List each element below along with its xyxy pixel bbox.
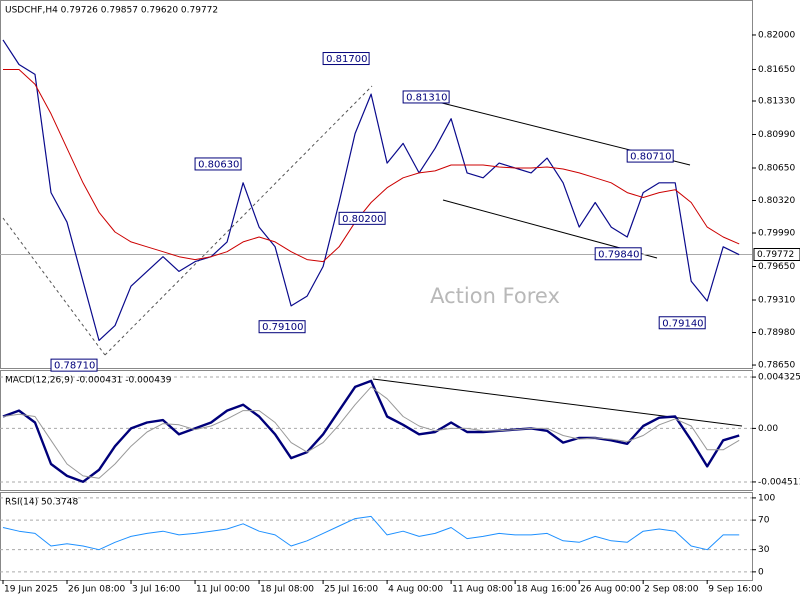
x-tick-label: 25 Jul 16:00	[324, 585, 378, 595]
series-line	[2, 515, 740, 551]
x-tick-label: 2 Sep 08:00	[644, 585, 699, 595]
x-tick-label: 9 Sep 16:00	[708, 585, 763, 595]
series-line	[2, 39, 740, 341]
price-annotation-box	[338, 211, 386, 225]
price-annotation: 0.79100	[262, 322, 303, 333]
price-annotation: 0.81310	[406, 92, 447, 103]
price-annotation-box	[194, 157, 242, 171]
price-annotation: 0.80630	[198, 159, 239, 170]
y-tick-label: 0.82000	[758, 30, 795, 40]
price-annotation: 0.80200	[342, 214, 383, 225]
series-line	[2, 379, 740, 483]
y-tick-label: 0	[758, 567, 764, 577]
rsi-panel	[0, 492, 753, 581]
y-tick-label: 0.00	[758, 424, 778, 434]
price-annotation: 0.79840	[598, 249, 639, 260]
x-tick-label: 11 Jul 00:00	[196, 585, 250, 595]
watermark: Action Forex	[430, 284, 560, 308]
price-annotation-box	[658, 316, 706, 330]
panel-title: RSI(14) 50.3748	[5, 498, 78, 508]
y-tick-label: 0.80320	[758, 196, 795, 206]
y-tick-label: 30	[758, 545, 770, 555]
series-line	[3, 69, 740, 263]
y-tick-label: 0.81330	[758, 96, 795, 106]
y-tick-label: 100	[758, 493, 775, 503]
price-annotation-box	[594, 247, 642, 261]
panel-title: MACD(12,26,9) -0.000431 -0.000439	[5, 376, 172, 386]
price-annotation: 0.78710	[54, 361, 95, 372]
y-tick-label: 0.78980	[758, 328, 795, 338]
x-tick-label: 26 Jun 08:00	[68, 585, 125, 595]
panel-title: USDCHF,H4 0.79726 0.79857 0.79620 0.7977…	[5, 6, 218, 16]
price-annotation-box	[322, 52, 370, 66]
y-tick-label: 0.79990	[758, 229, 795, 239]
price-annotation: 0.79140	[662, 318, 703, 329]
x-tick-label: 4 Aug 00:00	[388, 585, 443, 595]
trend-line	[2, 217, 106, 356]
y-tick-label: 0.78650	[758, 361, 795, 371]
y-tick-label: 0.004325	[758, 373, 800, 383]
x-tick-label: 18 Aug 16:00	[516, 585, 577, 595]
series-line	[2, 386, 740, 479]
y-tick-label: 0.81650	[758, 65, 795, 75]
y-tick-label: 0.79650	[758, 262, 795, 272]
y-tick-label: 0.80650	[758, 163, 795, 173]
last-price-box	[753, 247, 800, 261]
price-panel	[0, 0, 753, 369]
price-annotation-box	[402, 90, 450, 104]
last-price-label: 0.79772	[757, 250, 794, 260]
y-tick-label: 0.80990	[758, 130, 795, 140]
x-tick-label: 18 Jul 08:00	[260, 585, 314, 595]
price-annotation-box	[258, 320, 306, 334]
price-annotation-box	[50, 358, 98, 372]
divergence-line	[372, 378, 743, 427]
x-tick-label: 3 Jul 16:00	[132, 585, 181, 595]
x-tick-label: 26 Aug 00:00	[580, 585, 641, 595]
price-annotation: 0.80710	[630, 152, 671, 163]
x-tick-label: 11 Aug 08:00	[452, 585, 513, 595]
y-tick-label: 0.79310	[758, 296, 795, 306]
x-tick-label: 19 Jun 2025	[4, 585, 58, 595]
price-annotation-box	[626, 149, 674, 163]
y-tick-label: -0.004511	[758, 477, 800, 487]
price-annotation: 0.81700	[326, 54, 367, 65]
y-tick-label: 70	[758, 516, 770, 526]
